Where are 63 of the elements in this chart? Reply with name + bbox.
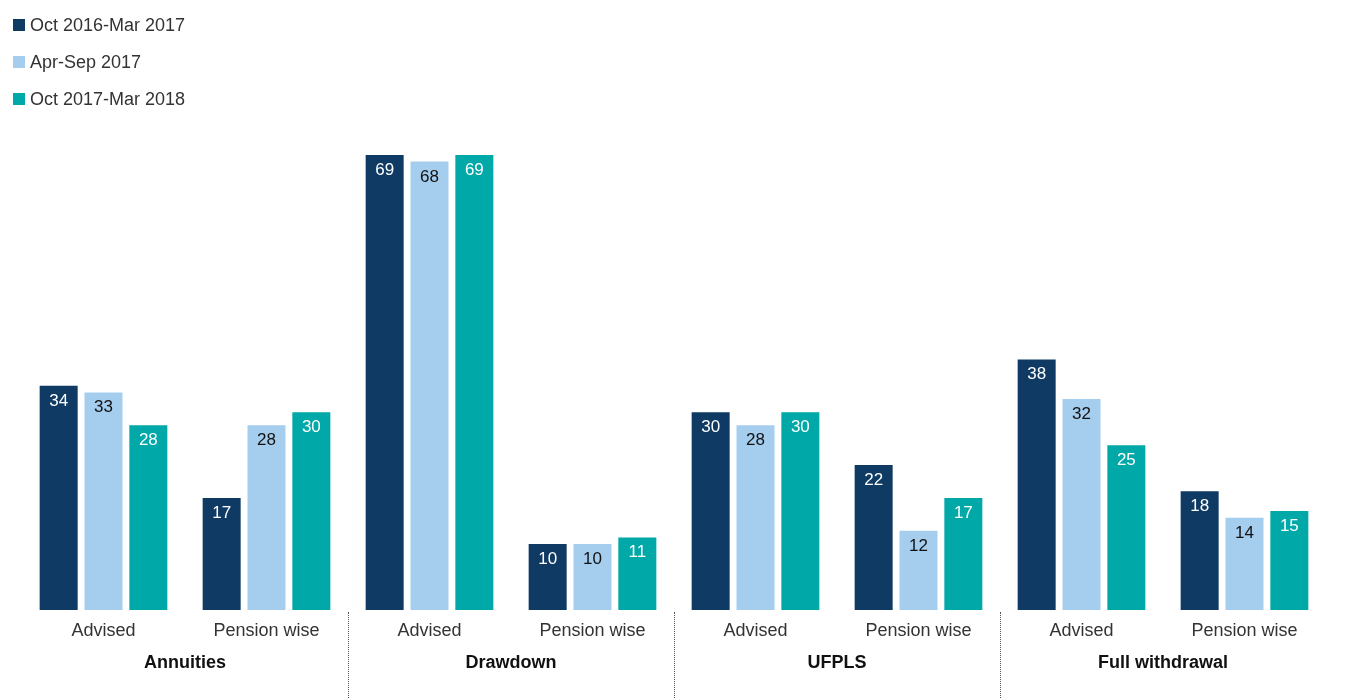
text: UFPLS <box>806 652 868 673</box>
x-tick-label: Advised <box>723 620 788 640</box>
x-tick-label: Advised <box>71 620 136 640</box>
bar <box>455 155 494 610</box>
data-label: 14 <box>1235 522 1254 542</box>
bar <box>1180 491 1219 610</box>
x-tick-label: Pension wise <box>539 620 646 640</box>
bar <box>899 530 938 610</box>
bar <box>1107 445 1146 610</box>
data-label: 10 <box>583 549 602 569</box>
legend-label: Oct 2016-Mar 2017 <box>30 15 186 35</box>
data-label: 28 <box>746 430 765 450</box>
data-label: 69 <box>464 160 484 179</box>
bar <box>1270 511 1309 610</box>
data-label: 30 <box>790 417 810 437</box>
data-label: 30 <box>701 417 721 437</box>
data-label: 18 <box>1190 496 1210 516</box>
bar <box>247 425 286 610</box>
bar <box>410 161 449 610</box>
legend-label: Apr-Sep 2017 <box>30 52 142 72</box>
bar <box>691 412 730 610</box>
bar <box>292 412 331 610</box>
bar <box>618 537 657 610</box>
bar <box>573 544 612 610</box>
text: Drawdown <box>464 652 558 673</box>
data-label: 32 <box>1072 403 1091 423</box>
bar <box>781 412 820 610</box>
data-label: 33 <box>94 397 113 417</box>
data-label: 28 <box>138 430 158 450</box>
data-label: 38 <box>1027 364 1047 384</box>
bar <box>84 392 123 610</box>
x-tick-label: Pension wise <box>1191 620 1298 640</box>
x-tick-label: Pension wise <box>213 620 320 640</box>
data-label: 11 <box>628 542 647 562</box>
data-label: 17 <box>212 502 232 522</box>
data-label: 68 <box>420 166 439 186</box>
bar <box>736 425 775 610</box>
bar <box>1017 359 1056 610</box>
data-label: 69 <box>375 160 395 179</box>
data-label: 34 <box>49 390 69 410</box>
data-label: 28 <box>257 430 276 450</box>
x-tick-label: Advised <box>397 620 462 640</box>
data-label: 30 <box>301 417 321 437</box>
text: Full withdrawal <box>1097 652 1229 673</box>
bar <box>944 497 983 610</box>
bar <box>1062 398 1101 610</box>
text: Annuities <box>143 652 227 673</box>
data-label: 25 <box>1116 450 1136 470</box>
bar <box>365 155 404 610</box>
x-tick-label: Advised <box>1049 620 1114 640</box>
data-label: 17 <box>953 502 973 522</box>
bar <box>528 544 567 610</box>
data-label: 12 <box>909 535 928 555</box>
bar <box>854 464 893 610</box>
bar <box>39 385 78 610</box>
data-label: 10 <box>538 549 558 569</box>
bar <box>202 497 241 610</box>
bar <box>129 425 168 610</box>
legend-label: Oct 2017-Mar 2018 <box>30 89 186 109</box>
data-label: 15 <box>1279 516 1299 536</box>
x-tick-label: Pension wise <box>865 620 972 640</box>
data-label: 22 <box>864 469 884 489</box>
bar <box>1225 517 1264 610</box>
